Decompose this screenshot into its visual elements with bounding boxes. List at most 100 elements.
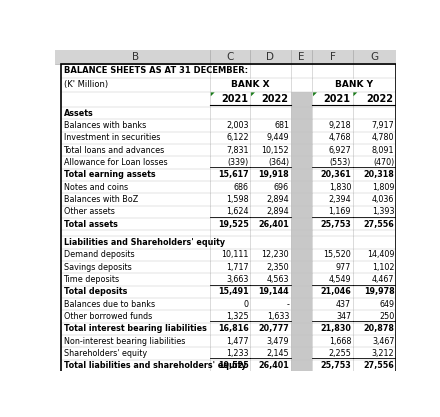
Text: 4,768: 4,768 [329, 133, 351, 142]
Text: BANK Y: BANK Y [335, 80, 373, 89]
Bar [61, 298, 396, 310]
Text: (K' Million): (K' Million) [63, 80, 108, 89]
Bar [55, 50, 396, 64]
Text: D: D [267, 52, 275, 62]
Text: 696: 696 [274, 183, 289, 191]
Text: 2022: 2022 [261, 94, 288, 104]
Text: Liabilities and Shareholders' equity: Liabilities and Shareholders' equity [63, 238, 225, 247]
Text: 1,633: 1,633 [267, 312, 289, 321]
Text: 347: 347 [336, 312, 351, 321]
Text: C: C [227, 52, 234, 62]
Text: 3,479: 3,479 [267, 337, 289, 346]
Text: 15,491: 15,491 [218, 287, 249, 296]
Text: (553): (553) [330, 158, 351, 167]
Bar [290, 181, 312, 193]
Text: 3,467: 3,467 [372, 337, 394, 346]
Text: 1,809: 1,809 [372, 183, 394, 191]
Polygon shape [313, 93, 317, 96]
Text: 4,549: 4,549 [328, 275, 351, 284]
Text: Balances with BoZ: Balances with BoZ [63, 195, 138, 204]
Bar [290, 218, 312, 230]
Text: 2021: 2021 [323, 94, 350, 104]
Text: 21,830: 21,830 [320, 324, 351, 333]
Bar [61, 249, 396, 261]
Text: 19,978: 19,978 [364, 287, 394, 296]
Text: 27,556: 27,556 [364, 361, 394, 370]
Text: Total deposits: Total deposits [63, 287, 127, 296]
Text: Notes and coins: Notes and coins [63, 183, 128, 191]
Bar [61, 92, 396, 107]
Text: F: F [330, 52, 335, 62]
Bar [290, 347, 312, 359]
Text: BALANCE SHEETS AS AT 31 DECEMBER:: BALANCE SHEETS AS AT 31 DECEMBER: [63, 66, 248, 75]
Bar [61, 236, 396, 249]
Bar [290, 92, 312, 107]
Text: Total interest bearing liabilities: Total interest bearing liabilities [63, 324, 206, 333]
Text: 15,617: 15,617 [218, 170, 249, 179]
Text: Balances with banks: Balances with banks [63, 121, 146, 130]
Bar [290, 335, 312, 347]
Text: Savings deposits: Savings deposits [63, 263, 131, 272]
Text: 2,145: 2,145 [267, 349, 289, 358]
Text: G: G [370, 52, 378, 62]
Text: Total earning assets: Total earning assets [63, 170, 155, 179]
Bar [290, 193, 312, 206]
Text: -: - [286, 300, 289, 309]
Text: Allowance for Loan losses: Allowance for Loan losses [63, 158, 167, 167]
Text: 20,361: 20,361 [320, 170, 351, 179]
Text: 27,556: 27,556 [364, 220, 394, 229]
Bar [61, 359, 396, 372]
Text: 4,563: 4,563 [267, 275, 289, 284]
Text: Total assets: Total assets [63, 220, 117, 229]
Bar [290, 310, 312, 323]
Text: Time deposits: Time deposits [63, 275, 120, 284]
Text: 20,878: 20,878 [363, 324, 394, 333]
Text: 20,777: 20,777 [258, 324, 289, 333]
Text: 4,780: 4,780 [372, 133, 394, 142]
Text: 681: 681 [274, 121, 289, 130]
Text: Other assets: Other assets [63, 207, 114, 216]
Text: 2,894: 2,894 [267, 207, 289, 216]
Text: 19,144: 19,144 [258, 287, 289, 296]
Text: 1,325: 1,325 [226, 312, 249, 321]
Text: 1,624: 1,624 [226, 207, 249, 216]
Text: 7,831: 7,831 [226, 146, 249, 155]
Text: Assets: Assets [63, 109, 93, 118]
Text: 10,111: 10,111 [221, 250, 249, 259]
Bar [290, 144, 312, 156]
Text: Demand deposits: Demand deposits [63, 250, 134, 259]
Bar [61, 335, 396, 347]
Text: 19,525: 19,525 [218, 220, 249, 229]
Bar [61, 64, 396, 78]
Text: Total loans and advances: Total loans and advances [63, 146, 165, 155]
Text: 1,169: 1,169 [329, 207, 351, 216]
Text: 12,230: 12,230 [261, 250, 289, 259]
Bar [290, 286, 312, 298]
Text: 977: 977 [336, 263, 351, 272]
Text: Other borrowed funds: Other borrowed funds [63, 312, 152, 321]
Text: 10,152: 10,152 [261, 146, 289, 155]
Text: 6,927: 6,927 [328, 146, 351, 155]
Bar [61, 261, 396, 273]
Bar [290, 323, 312, 335]
Text: 2022: 2022 [367, 94, 394, 104]
Bar [61, 181, 396, 193]
Text: 437: 437 [336, 300, 351, 309]
Bar [61, 206, 396, 218]
Bar [61, 347, 396, 359]
Text: 4,467: 4,467 [372, 275, 394, 284]
Text: (364): (364) [268, 158, 289, 167]
Text: 1,102: 1,102 [372, 263, 394, 272]
Text: 21,046: 21,046 [320, 287, 351, 296]
Text: 9,218: 9,218 [328, 121, 351, 130]
Text: 686: 686 [234, 183, 249, 191]
Text: 15,520: 15,520 [323, 250, 351, 259]
Polygon shape [353, 93, 357, 96]
Polygon shape [251, 93, 255, 96]
Text: Non-interest bearing liabilities: Non-interest bearing liabilities [63, 337, 185, 346]
Bar [61, 310, 396, 323]
Text: 2,394: 2,394 [328, 195, 351, 204]
Bar [61, 144, 396, 156]
Text: 20,318: 20,318 [363, 170, 394, 179]
Text: Shareholders' equity: Shareholders' equity [63, 349, 147, 358]
